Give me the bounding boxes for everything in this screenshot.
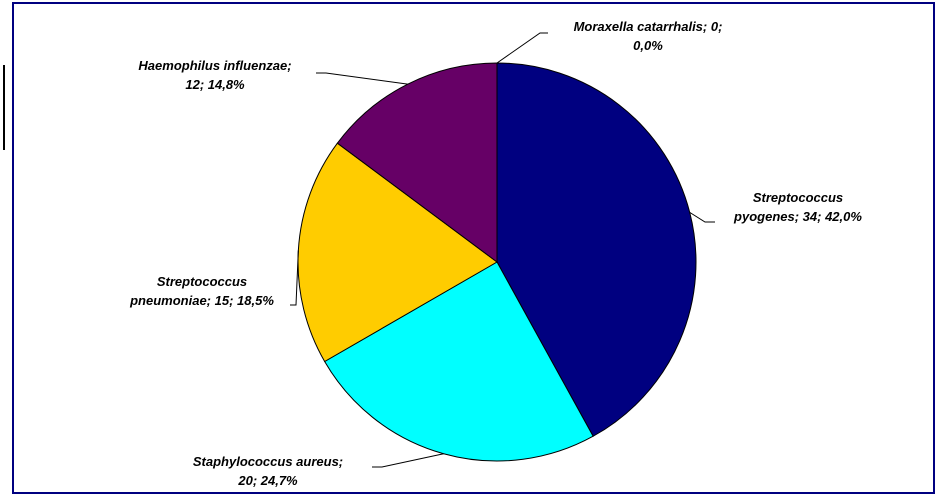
pie-slice bbox=[323, 261, 594, 462]
data-label: Haemophilus influenzae; 12; 14,8% bbox=[138, 58, 291, 92]
data-label: Streptococcus pneumoniae; 15; 18,5% bbox=[129, 274, 274, 308]
data-label-line: 20; 24,7% bbox=[237, 473, 298, 488]
data-label-line: Streptococcus bbox=[157, 274, 247, 289]
leader-line bbox=[372, 453, 444, 468]
leader-line bbox=[496, 32, 548, 64]
leader-line bbox=[316, 72, 408, 85]
leader-line bbox=[290, 250, 299, 306]
data-label-line: pneumoniae; 15; 18,5% bbox=[129, 293, 274, 308]
pie-slice bbox=[297, 142, 498, 363]
data-label: Streptococcus pyogenes; 34; 42,0% bbox=[733, 190, 862, 224]
pie-slice bbox=[496, 62, 697, 437]
leader-line bbox=[689, 211, 715, 223]
data-label-line: Haemophilus influenzae; bbox=[138, 58, 291, 73]
data-label-line: Staphylococcus aureus; bbox=[193, 454, 343, 469]
data-label: Staphylococcus aureus; 20; 24,7% bbox=[193, 454, 343, 488]
data-label-line: Streptococcus bbox=[753, 190, 843, 205]
data-label-line: 0,0% bbox=[633, 38, 663, 53]
data-label-line: 12; 14,8% bbox=[185, 77, 245, 92]
data-label-line: pyogenes; 34; 42,0% bbox=[733, 209, 862, 224]
data-label: Moraxella catarrhalis; 0; 0,0% bbox=[574, 19, 723, 53]
data-label-line: Moraxella catarrhalis; 0; bbox=[574, 19, 723, 34]
